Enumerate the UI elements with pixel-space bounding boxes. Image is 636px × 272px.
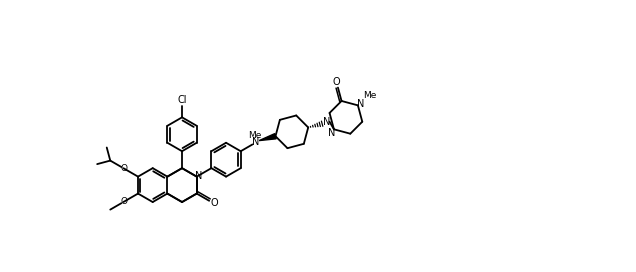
Text: N: N xyxy=(252,137,260,147)
Text: O: O xyxy=(210,199,218,208)
Text: N: N xyxy=(195,171,203,181)
Text: O: O xyxy=(121,197,128,206)
Text: Me: Me xyxy=(363,91,377,100)
Text: N: N xyxy=(357,99,364,109)
Polygon shape xyxy=(259,134,276,141)
Text: Me: Me xyxy=(247,131,261,140)
Text: Cl: Cl xyxy=(177,95,187,105)
Text: N: N xyxy=(328,128,335,138)
Text: N: N xyxy=(323,118,331,127)
Text: O: O xyxy=(333,77,340,87)
Text: O: O xyxy=(121,164,128,173)
